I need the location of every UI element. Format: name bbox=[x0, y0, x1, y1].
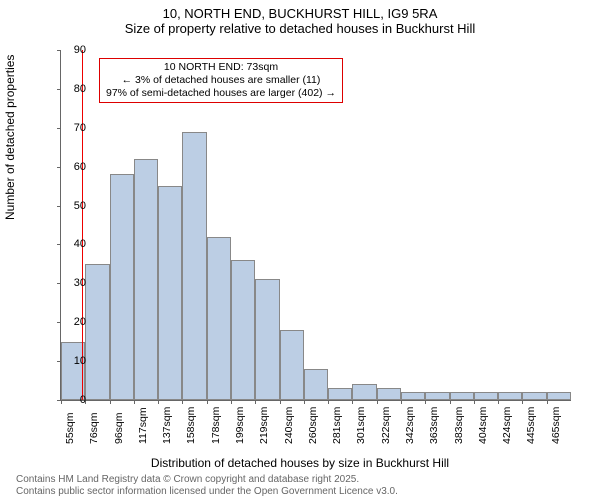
x-tick-mark bbox=[401, 400, 402, 404]
y-tick-label: 90 bbox=[60, 44, 86, 56]
x-tick-label: 363sqm bbox=[428, 407, 440, 444]
y-tick-label: 0 bbox=[60, 394, 86, 406]
histogram-bar bbox=[474, 392, 498, 400]
x-tick-label: 240sqm bbox=[283, 407, 295, 444]
histogram-bar bbox=[425, 392, 449, 400]
x-tick-mark bbox=[158, 400, 159, 404]
y-tick-label: 50 bbox=[60, 200, 86, 212]
x-tick-mark bbox=[547, 400, 548, 404]
x-axis-label: Distribution of detached houses by size … bbox=[0, 456, 600, 470]
x-tick-mark bbox=[134, 400, 135, 404]
annotation-box: 10 NORTH END: 73sqm← 3% of detached hous… bbox=[99, 58, 343, 103]
x-tick-mark bbox=[498, 400, 499, 404]
annotation-line: ← 3% of detached houses are smaller (11) bbox=[106, 74, 336, 87]
x-tick-label: 137sqm bbox=[161, 407, 173, 444]
y-tick-label: 40 bbox=[60, 238, 86, 250]
y-tick-label: 10 bbox=[60, 355, 86, 367]
x-tick-label: 178sqm bbox=[210, 407, 222, 444]
y-tick-label: 80 bbox=[60, 83, 86, 95]
footer-attribution: Contains HM Land Registry data © Crown c… bbox=[16, 474, 398, 498]
annotation-line: 10 NORTH END: 73sqm bbox=[106, 61, 336, 74]
x-tick-mark bbox=[231, 400, 232, 404]
x-tick-label: 199sqm bbox=[234, 407, 246, 444]
title-line1: 10, NORTH END, BUCKHURST HILL, IG9 5RA bbox=[0, 6, 600, 21]
histogram-bar bbox=[547, 392, 571, 400]
footer-line1: Contains HM Land Registry data © Crown c… bbox=[16, 474, 398, 486]
histogram-bar bbox=[134, 159, 158, 400]
histogram-bar bbox=[207, 237, 231, 400]
x-tick-label: 465sqm bbox=[550, 407, 562, 444]
x-tick-label: 424sqm bbox=[501, 407, 513, 444]
x-tick-mark bbox=[450, 400, 451, 404]
histogram-bar bbox=[255, 279, 279, 400]
x-tick-label: 260sqm bbox=[307, 407, 319, 444]
y-tick-label: 20 bbox=[60, 316, 86, 328]
histogram-bar bbox=[231, 260, 255, 400]
x-tick-mark bbox=[280, 400, 281, 404]
histogram-bar bbox=[352, 384, 376, 400]
histogram-bar bbox=[110, 174, 134, 400]
x-tick-mark bbox=[425, 400, 426, 404]
x-tick-mark bbox=[255, 400, 256, 404]
histogram-bar bbox=[304, 369, 328, 400]
x-tick-mark bbox=[522, 400, 523, 404]
annotation-line: 97% of semi-detached houses are larger (… bbox=[106, 87, 336, 100]
x-tick-label: 219sqm bbox=[258, 407, 270, 444]
y-axis-label: Number of detached properties bbox=[3, 55, 17, 220]
x-tick-label: 76sqm bbox=[88, 412, 100, 444]
x-tick-label: 55sqm bbox=[64, 412, 76, 444]
chart-title: 10, NORTH END, BUCKHURST HILL, IG9 5RA S… bbox=[0, 0, 600, 36]
x-tick-mark bbox=[352, 400, 353, 404]
y-tick-label: 60 bbox=[60, 161, 86, 173]
x-tick-mark bbox=[110, 400, 111, 404]
footer-line2: Contains public sector information licen… bbox=[16, 486, 398, 498]
x-tick-label: 404sqm bbox=[477, 407, 489, 444]
x-tick-mark bbox=[207, 400, 208, 404]
y-tick-label: 30 bbox=[60, 277, 86, 289]
x-tick-mark bbox=[182, 400, 183, 404]
x-tick-mark bbox=[377, 400, 378, 404]
histogram-bar bbox=[401, 392, 425, 400]
x-tick-mark bbox=[328, 400, 329, 404]
histogram-bar bbox=[280, 330, 304, 400]
histogram-bar bbox=[328, 388, 352, 400]
x-tick-mark bbox=[304, 400, 305, 404]
x-tick-label: 117sqm bbox=[137, 407, 149, 444]
x-tick-label: 342sqm bbox=[404, 407, 416, 444]
x-tick-label: 301sqm bbox=[355, 407, 367, 444]
histogram-bar bbox=[522, 392, 546, 400]
x-tick-label: 281sqm bbox=[331, 407, 343, 444]
title-line2: Size of property relative to detached ho… bbox=[0, 21, 600, 36]
reference-line bbox=[82, 50, 83, 400]
histogram-bar bbox=[377, 388, 401, 400]
x-tick-label: 322sqm bbox=[380, 407, 392, 444]
x-tick-label: 445sqm bbox=[525, 407, 537, 444]
x-tick-mark bbox=[474, 400, 475, 404]
x-tick-label: 383sqm bbox=[453, 407, 465, 444]
y-tick-label: 70 bbox=[60, 122, 86, 134]
histogram-bar bbox=[450, 392, 474, 400]
chart-plot-area: 10 NORTH END: 73sqm← 3% of detached hous… bbox=[60, 50, 571, 401]
x-tick-label: 158sqm bbox=[185, 407, 197, 444]
x-tick-label: 96sqm bbox=[113, 412, 125, 444]
histogram-bar bbox=[498, 392, 522, 400]
histogram-bar bbox=[182, 132, 206, 400]
histogram-bar bbox=[158, 186, 182, 400]
histogram-bar bbox=[85, 264, 109, 400]
